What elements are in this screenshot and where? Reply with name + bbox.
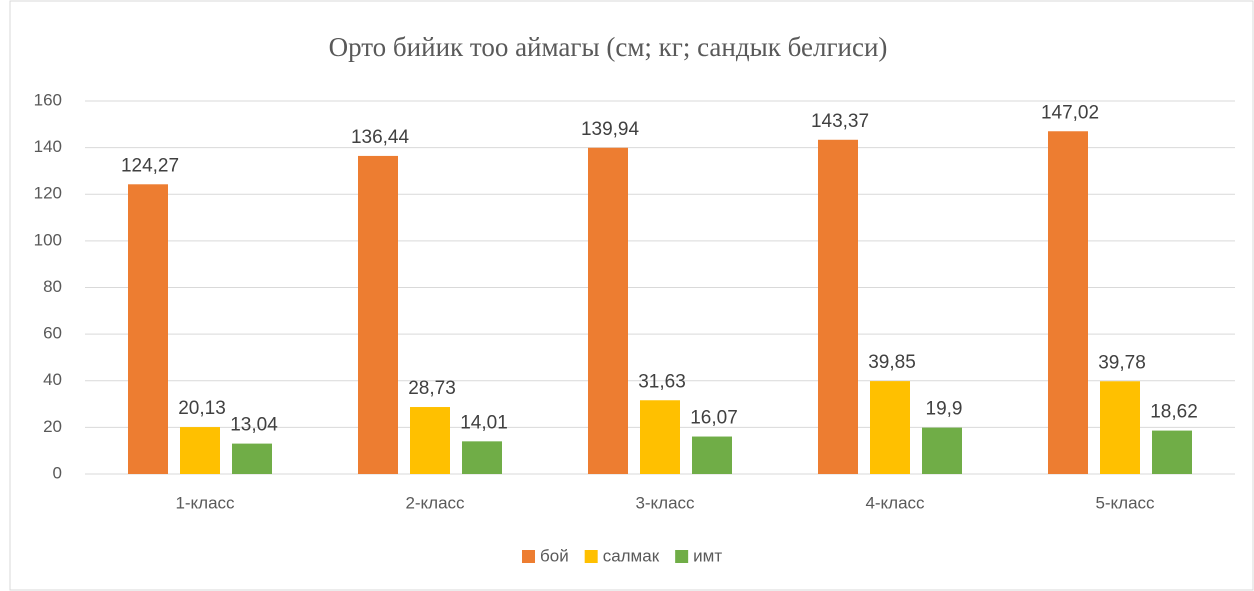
data-label: 13,04 <box>230 415 278 436</box>
data-label: 19,9 <box>926 399 963 420</box>
data-label: 124,27 <box>121 155 179 176</box>
y-tick-label: 0 <box>53 463 62 482</box>
x-tick-label: 5-класс <box>1095 493 1155 512</box>
bar <box>588 147 628 474</box>
bar <box>462 441 502 474</box>
y-tick-label: 160 <box>34 90 62 109</box>
y-tick-label: 140 <box>34 137 62 156</box>
bar <box>692 436 732 474</box>
bar <box>358 155 398 474</box>
bar <box>818 139 858 475</box>
y-tick-label: 120 <box>34 184 62 203</box>
bar <box>922 427 962 474</box>
data-label: 143,37 <box>811 111 869 132</box>
bar <box>1100 381 1140 474</box>
legend-swatch <box>522 550 535 563</box>
bar <box>180 427 220 474</box>
data-label: 39,78 <box>1098 352 1146 373</box>
x-tick-label: 1-класс <box>175 493 235 512</box>
chart-border <box>9 0 1254 591</box>
data-label: 14,01 <box>460 412 508 433</box>
bar <box>128 184 168 474</box>
bar <box>870 381 910 474</box>
x-tick-label: 4-класс <box>865 493 925 512</box>
data-label: 31,63 <box>638 371 686 392</box>
bar <box>410 407 450 474</box>
data-label: 39,85 <box>868 352 916 373</box>
legend-swatch <box>584 550 598 563</box>
y-tick-label: 60 <box>43 324 62 343</box>
legend-label: салмак <box>603 546 660 565</box>
data-label: 16,07 <box>690 408 738 429</box>
chart-title: Орто бийик тоо аймагы (см; кг; сандык бе… <box>329 32 888 62</box>
data-label: 147,02 <box>1041 102 1099 123</box>
x-tick-label: 2-класс <box>405 493 465 512</box>
legend-label: бой <box>540 546 569 565</box>
y-tick-label: 80 <box>43 277 62 296</box>
data-label: 139,94 <box>581 119 640 140</box>
data-label: 28,73 <box>408 378 456 399</box>
bar <box>1152 430 1192 474</box>
data-label: 20,13 <box>178 398 226 419</box>
x-tick-label: 3-класс <box>635 493 695 512</box>
legend-label: имт <box>693 546 722 565</box>
legend-swatch <box>675 550 689 563</box>
y-tick-label: 40 <box>43 370 62 389</box>
bar <box>232 443 272 474</box>
bar <box>640 400 680 474</box>
bar <box>1048 131 1088 474</box>
data-label: 136,44 <box>351 127 410 148</box>
y-tick-label: 20 <box>43 417 62 436</box>
y-tick-label: 100 <box>34 230 62 249</box>
data-label: 18,62 <box>1150 402 1198 423</box>
